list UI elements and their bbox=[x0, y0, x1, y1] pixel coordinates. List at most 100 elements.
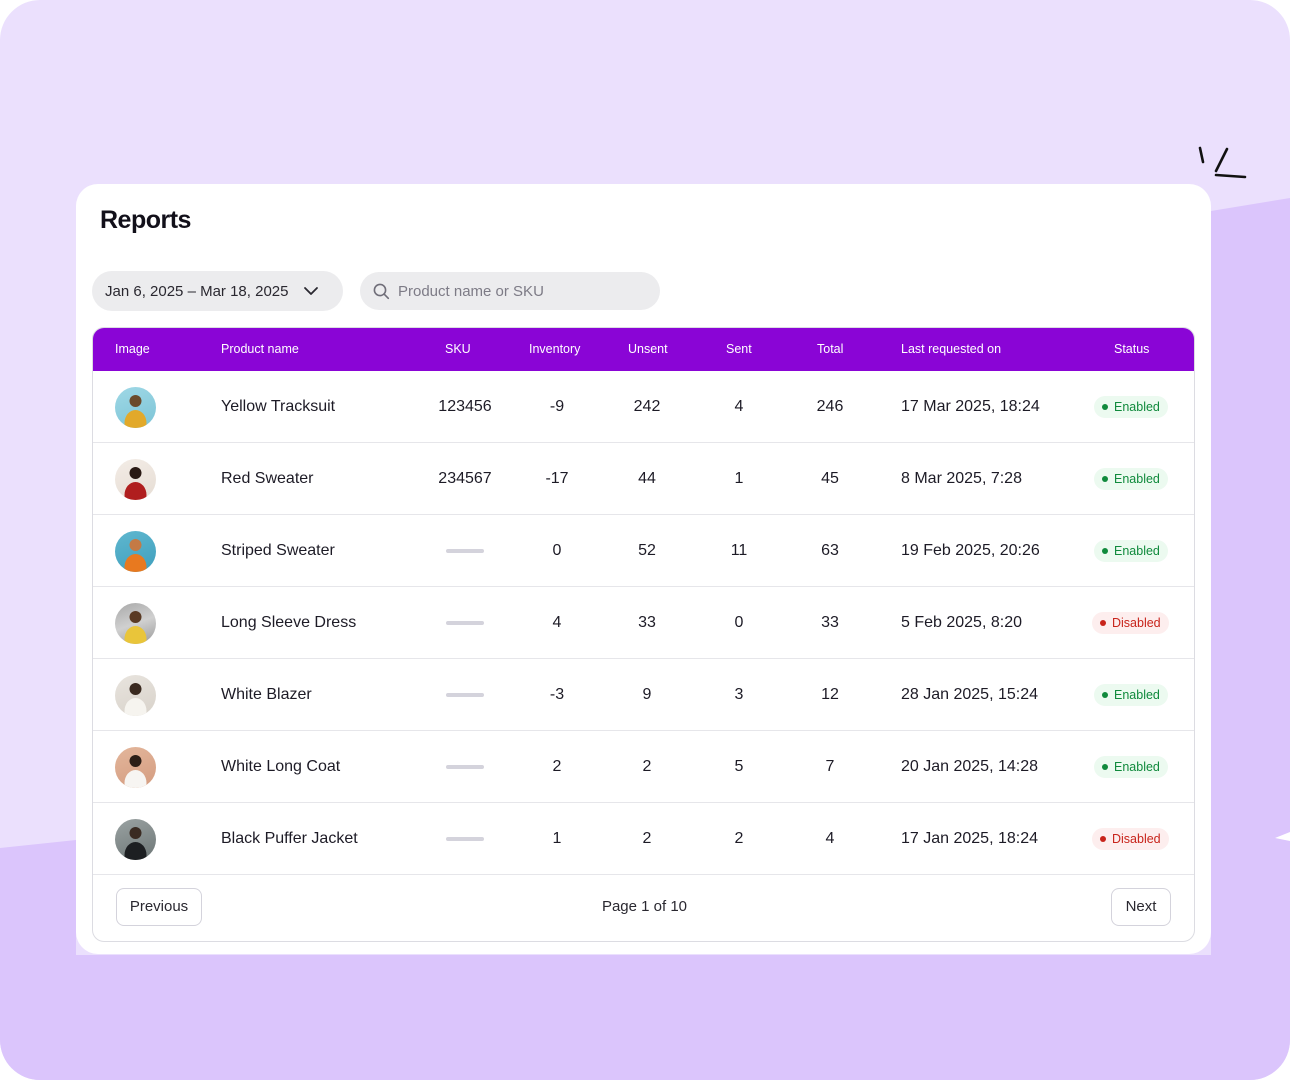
product-thumbnail bbox=[115, 819, 156, 860]
status-dot-icon bbox=[1102, 764, 1108, 770]
sent-value: 11 bbox=[730, 542, 748, 559]
table-row[interactable]: Red Sweater 234567 -17 44 1 45 8 Mar 2025, 7:2… bbox=[93, 443, 1194, 515]
inventory-value: -17 bbox=[545, 470, 569, 487]
inventory-value: -9 bbox=[549, 398, 565, 415]
table-row[interactable]: Black Puffer Jacket 1 2 2 4 17 Jan 2025, 18:2… bbox=[93, 803, 1194, 875]
sku-value: 234567 bbox=[438, 470, 492, 487]
product-name: Striped Sweater bbox=[221, 542, 335, 559]
last-requested-value: 20 Jan 2025, 14:28 bbox=[901, 758, 1039, 775]
date-range-label: Jan 6, 2025 – Mar 18, 2025 bbox=[105, 282, 289, 300]
status-label: Enabled bbox=[1114, 400, 1160, 414]
page-indicator: Page 1 of 10 bbox=[601, 898, 688, 915]
sent-value: 5 bbox=[734, 758, 744, 775]
inventory-value: -3 bbox=[549, 686, 565, 703]
column-header-inventory[interactable]: Inventory bbox=[529, 342, 581, 356]
sent-value: 1 bbox=[734, 470, 744, 487]
unsent-value: 2 bbox=[642, 830, 652, 847]
total-value: 7 bbox=[825, 758, 835, 775]
status-dot-icon bbox=[1102, 692, 1108, 698]
status-badge: Enabled bbox=[1094, 756, 1168, 778]
column-header-sku[interactable]: SKU bbox=[445, 342, 471, 356]
reports-table: Image Product name SKU Inventory Unsent … bbox=[92, 327, 1195, 942]
last-requested-value: 17 Mar 2025, 18:24 bbox=[901, 398, 1040, 415]
sent-value: 2 bbox=[734, 830, 744, 847]
inventory-value: 0 bbox=[552, 542, 562, 559]
status-label: Enabled bbox=[1114, 544, 1160, 558]
search-input[interactable] bbox=[398, 272, 648, 310]
last-requested-value: 28 Jan 2025, 15:24 bbox=[901, 686, 1039, 703]
product-name: White Long Coat bbox=[221, 758, 341, 775]
search-box[interactable] bbox=[360, 272, 660, 310]
total-value: 45 bbox=[821, 470, 839, 487]
product-thumbnail bbox=[115, 387, 156, 428]
date-range-picker[interactable]: Jan 6, 2025 – Mar 18, 2025 bbox=[92, 271, 343, 311]
sparkle-doodle-icon bbox=[1198, 146, 1247, 179]
unsent-value: 44 bbox=[638, 470, 656, 487]
page-title: Reports bbox=[100, 206, 191, 234]
status-badge: Disabled bbox=[1092, 612, 1169, 634]
product-name: Yellow Tracksuit bbox=[221, 398, 336, 415]
total-value: 246 bbox=[816, 398, 844, 415]
product-name: Red Sweater bbox=[221, 470, 314, 487]
status-dot-icon bbox=[1100, 620, 1106, 626]
last-requested-value: 19 Feb 2025, 20:26 bbox=[901, 542, 1040, 559]
inventory-value: 1 bbox=[552, 830, 562, 847]
sku-empty-placeholder bbox=[446, 621, 484, 625]
unsent-value: 242 bbox=[633, 398, 661, 415]
product-thumbnail bbox=[115, 675, 156, 716]
pagination: Previous Page 1 of 10 Next bbox=[93, 876, 1194, 941]
column-header-total[interactable]: Total bbox=[817, 342, 844, 356]
sku-empty-placeholder bbox=[446, 837, 484, 841]
column-header-sent[interactable]: Sent bbox=[726, 342, 752, 356]
table-row[interactable]: Striped Sweater 0 52 11 63 19 Feb 2025, 20:26… bbox=[93, 515, 1194, 587]
search-icon bbox=[373, 283, 390, 300]
column-header-unsent[interactable]: Unsent bbox=[628, 342, 668, 356]
table-row[interactable]: Yellow Tracksuit 123456 -9 242 4 246 17 Mar 20… bbox=[93, 371, 1194, 443]
status-badge: Enabled bbox=[1094, 684, 1168, 706]
inventory-value: 4 bbox=[552, 614, 562, 631]
sent-value: 3 bbox=[734, 686, 744, 703]
total-value: 12 bbox=[821, 686, 839, 703]
table-row[interactable]: White Blazer -3 9 3 12 28 Jan 2025, 15:24 Enab… bbox=[93, 659, 1194, 731]
unsent-value: 2 bbox=[642, 758, 652, 775]
status-badge: Enabled bbox=[1094, 540, 1168, 562]
column-header-last-requested[interactable]: Last requested on bbox=[901, 342, 1002, 356]
inventory-value: 2 bbox=[552, 758, 562, 775]
unsent-value: 9 bbox=[642, 686, 652, 703]
product-thumbnail bbox=[115, 459, 156, 500]
unsent-value: 33 bbox=[638, 614, 656, 631]
unsent-value: 52 bbox=[638, 542, 656, 559]
status-badge: Enabled bbox=[1094, 468, 1168, 490]
last-requested-value: 5 Feb 2025, 8:20 bbox=[901, 614, 1022, 631]
total-value: 33 bbox=[821, 614, 839, 631]
previous-button[interactable]: Previous bbox=[116, 888, 202, 926]
last-requested-value: 8 Mar 2025, 7:28 bbox=[901, 470, 1022, 487]
product-thumbnail bbox=[115, 747, 156, 788]
sku-empty-placeholder bbox=[446, 549, 484, 553]
product-thumbnail bbox=[115, 531, 156, 572]
table-row[interactable]: White Long Coat 2 2 5 7 20 Jan 2025, 14:28 Ena… bbox=[93, 731, 1194, 803]
status-label: Disabled bbox=[1112, 832, 1161, 846]
product-name: Long Sleeve Dress bbox=[221, 614, 357, 631]
status-dot-icon bbox=[1102, 476, 1108, 482]
product-name: Black Puffer Jacket bbox=[221, 830, 358, 847]
sku-value: 123456 bbox=[438, 398, 492, 415]
status-label: Disabled bbox=[1112, 616, 1161, 630]
sku-empty-placeholder bbox=[446, 693, 484, 697]
total-value: 4 bbox=[825, 830, 835, 847]
status-dot-icon bbox=[1102, 404, 1108, 410]
column-header-product-name[interactable]: Product name bbox=[221, 342, 299, 356]
column-header-status[interactable]: Status bbox=[1114, 342, 1150, 356]
next-button[interactable]: Next bbox=[1111, 888, 1171, 926]
product-name: White Blazer bbox=[221, 686, 312, 703]
table-row[interactable]: Long Sleeve Dress 4 33 0 33 5 Feb 2025, 8:20 D… bbox=[93, 587, 1194, 659]
status-label: Enabled bbox=[1114, 472, 1160, 486]
sent-value: 4 bbox=[734, 398, 744, 415]
status-dot-icon bbox=[1100, 836, 1106, 842]
column-header-image[interactable]: Image bbox=[115, 342, 150, 356]
sent-value: 0 bbox=[734, 614, 744, 631]
reports-card: Reports Jan 6, 2025 – Mar 18, 2025 Image… bbox=[76, 184, 1211, 954]
status-label: Enabled bbox=[1114, 760, 1160, 774]
